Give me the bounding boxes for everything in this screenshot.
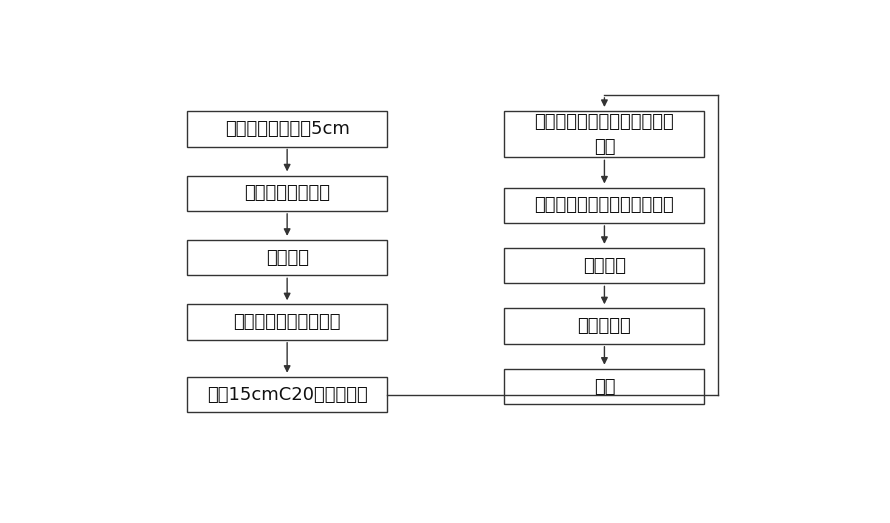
- Text: 测量放样: 测量放样: [265, 248, 309, 267]
- Bar: [505, 369, 705, 404]
- Bar: [187, 111, 387, 146]
- Text: 浇筑15cmC20混凝土垫层: 浇筑15cmC20混凝土垫层: [206, 385, 368, 404]
- Text: 开挖下翻梁及侧墙沟槽: 开挖下翻梁及侧墙沟槽: [233, 313, 341, 331]
- Bar: [505, 309, 705, 344]
- Bar: [505, 188, 705, 223]
- Bar: [505, 248, 705, 283]
- Text: 砌筑下翻梁及侧墙砖模、砂浆
抹面: 砌筑下翻梁及侧墙砖模、砂浆 抹面: [535, 113, 675, 156]
- Text: 绑扎顶板、顶板梁、侧墙钢筋: 绑扎顶板、顶板梁、侧墙钢筋: [535, 196, 675, 214]
- Bar: [187, 240, 387, 276]
- Bar: [187, 176, 387, 211]
- Text: 土方开挖至顶板底5cm: 土方开挖至顶板底5cm: [224, 120, 350, 138]
- Text: 浇筑混凝土: 浇筑混凝土: [578, 317, 631, 335]
- Text: 安装端模: 安装端模: [583, 257, 626, 275]
- Text: 凿除地连墙、植筋: 凿除地连墙、植筋: [244, 184, 330, 202]
- Bar: [187, 304, 387, 340]
- Text: 养护: 养护: [594, 378, 615, 395]
- Bar: [187, 377, 387, 412]
- Bar: [505, 111, 705, 157]
